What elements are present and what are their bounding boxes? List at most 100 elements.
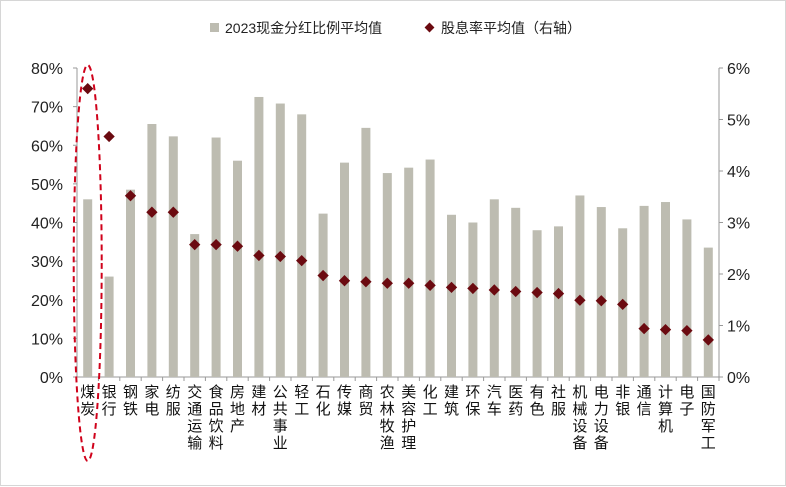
category-label-家电: 电 xyxy=(144,401,159,418)
bar-纺服 xyxy=(168,136,178,377)
dividend-marker-环保 xyxy=(467,282,479,295)
bar-环保 xyxy=(468,222,478,377)
category-label-美容护理: 护 xyxy=(401,418,416,435)
dividend-marker-建筑 xyxy=(445,281,458,294)
bar-化工 xyxy=(425,159,435,377)
category-label-汽车: 车 xyxy=(487,401,502,418)
category-label-非银: 非 xyxy=(615,384,630,401)
category-label-汽车: 汽 xyxy=(487,384,502,401)
category-label-社服: 社 xyxy=(551,384,566,401)
bar-建筑 xyxy=(447,214,456,377)
dividend-marker-有色 xyxy=(531,286,543,299)
left-tick-label: 50% xyxy=(31,177,63,194)
bar-房地产 xyxy=(233,160,242,377)
category-label-国防军工: 军 xyxy=(701,418,716,435)
bar-国防军工 xyxy=(703,247,713,377)
category-label-商贸: 商 xyxy=(358,384,373,401)
bar-通信 xyxy=(639,205,649,377)
right-tick-label: 3% xyxy=(727,216,750,233)
right-tick-label: 5% xyxy=(727,113,750,130)
bar-有色 xyxy=(532,230,542,377)
bar-传媒 xyxy=(340,162,349,377)
legend-dividend-label: 股息率平均值（右轴） xyxy=(441,20,581,36)
category-label-建材: 材 xyxy=(251,401,266,418)
bar-煤炭 xyxy=(83,199,93,377)
category-label-建筑: 筑 xyxy=(444,401,459,418)
category-label-公共事业: 事 xyxy=(273,418,288,435)
dividend-marker-美容护理 xyxy=(403,277,415,289)
category-label-计算机: 机 xyxy=(658,418,673,435)
category-label-美容护理: 容 xyxy=(401,401,416,418)
category-label-商贸: 贸 xyxy=(358,401,373,418)
category-label-轻工: 工 xyxy=(294,401,309,418)
category-label-电子: 子 xyxy=(679,401,694,418)
bar-银行 xyxy=(104,276,114,377)
category-label-钢铁: 钢 xyxy=(123,384,138,401)
left-tick-label: 30% xyxy=(31,254,63,271)
category-label-银行: 行 xyxy=(102,401,117,418)
dividend-marker-银行 xyxy=(103,130,115,143)
category-label-煤炭: 炭 xyxy=(80,401,95,418)
bar-公共事业 xyxy=(275,103,285,377)
category-label-农林牧渔: 牧 xyxy=(380,418,395,435)
category-label-传媒: 媒 xyxy=(337,401,352,418)
category-label-非银: 银 xyxy=(615,401,630,418)
category-label-医药: 医 xyxy=(508,384,523,401)
category-label-机械设备: 设 xyxy=(572,418,587,435)
bar-商贸 xyxy=(361,127,371,378)
bar-家电 xyxy=(147,124,157,377)
category-label-通信: 通 xyxy=(637,384,652,401)
dividend-marker-建材 xyxy=(253,249,265,262)
category-label-交通运输: 交 xyxy=(187,383,202,401)
dividend-marker-传媒 xyxy=(338,275,351,287)
dividend-marker-医药 xyxy=(510,285,522,298)
category-label-美容护理: 理 xyxy=(401,435,416,452)
legend-bar-label: 2023现金分红比例平均值 xyxy=(225,20,382,36)
category-label-社服: 服 xyxy=(551,401,566,418)
category-label-环保: 保 xyxy=(465,401,480,418)
category-label-农林牧渔: 渔 xyxy=(380,435,395,452)
dividend-marker-石化 xyxy=(317,269,329,282)
category-label-交通运输: 通 xyxy=(187,401,202,418)
category-label-电力设备: 备 xyxy=(594,435,609,452)
dividend-marker-公共事业 xyxy=(274,250,286,263)
category-label-纺服: 服 xyxy=(166,401,181,418)
left-tick-label: 10% xyxy=(31,331,63,348)
category-label-煤炭: 煤 xyxy=(80,384,95,401)
category-label-石化: 化 xyxy=(316,401,331,418)
category-label-建材: 建 xyxy=(251,384,266,401)
bar-交通运输 xyxy=(190,234,200,377)
category-label-农林牧渔: 农 xyxy=(380,384,395,401)
category-label-化工: 工 xyxy=(423,401,438,418)
highlight-ellipse xyxy=(72,64,103,462)
bar-计算机 xyxy=(661,202,670,377)
right-tick-label: 6% xyxy=(727,61,750,78)
bar-石化 xyxy=(318,213,328,377)
category-label-公共事业: 业 xyxy=(273,435,288,452)
category-label-医药: 药 xyxy=(508,401,523,418)
category-label-电力设备: 力 xyxy=(594,401,609,418)
bar-农林牧渔 xyxy=(382,173,392,377)
bar-建材 xyxy=(254,96,264,377)
category-label-房地产: 产 xyxy=(230,418,245,435)
category-label-食品饮料: 品 xyxy=(209,401,224,418)
category-label-银行: 银 xyxy=(102,384,117,401)
category-label-纺服: 纺 xyxy=(166,384,181,401)
category-label-房地产: 房 xyxy=(230,384,245,401)
bar-食品饮料 xyxy=(211,137,221,377)
category-label-房地产: 地 xyxy=(230,401,245,418)
dividend-marker-交通运输 xyxy=(189,238,201,251)
category-label-交通运输: 输 xyxy=(187,435,202,452)
category-label-化工: 化 xyxy=(423,384,438,401)
category-label-农林牧渔: 林 xyxy=(380,401,395,418)
dividend-marker-商贸 xyxy=(360,276,372,288)
right-tick-label: 4% xyxy=(727,164,750,181)
legend-diamond-swatch xyxy=(424,22,435,33)
category-label-机械设备: 机 xyxy=(572,384,587,401)
legend-bar-swatch xyxy=(210,23,219,32)
category-label-有色: 色 xyxy=(530,401,545,418)
dividend-marker-食品饮料 xyxy=(210,238,222,251)
category-label-食品饮料: 料 xyxy=(209,435,224,452)
dividend-marker-煤炭 xyxy=(82,82,94,95)
